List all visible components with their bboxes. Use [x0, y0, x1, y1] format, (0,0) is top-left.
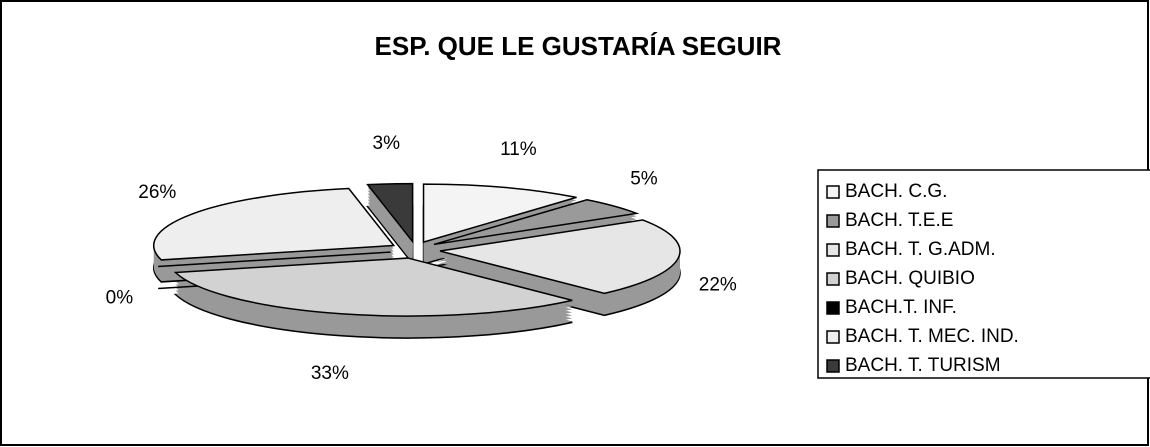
legend-swatch	[826, 330, 840, 344]
slice	[433, 198, 640, 246]
legend-label: BACH. T.E.E	[845, 210, 953, 231]
legend-swatch	[826, 185, 840, 199]
slice	[439, 219, 681, 295]
legend-label: BACH. T. G.ADM.	[845, 239, 996, 260]
legend-swatch	[826, 243, 840, 257]
chart-title: ESP. QUE LE GUSTARÍA SEGUIR	[375, 31, 782, 61]
legend-box	[817, 169, 1150, 379]
data-label: 22%	[699, 274, 737, 295]
legend-swatch	[826, 359, 840, 373]
legend-swatch	[826, 214, 840, 228]
data-label: 26%	[138, 182, 176, 203]
data-label: 3%	[373, 133, 401, 154]
legend-label: BACH.T. INF.	[845, 297, 957, 318]
legend-label: BACH. QUIBIO	[845, 268, 975, 289]
slice	[173, 257, 573, 317]
data-label: 5%	[630, 169, 658, 190]
slice	[422, 183, 577, 244]
slice	[152, 187, 396, 261]
legend-label: BACH. C.G.	[845, 181, 947, 202]
slice	[158, 251, 391, 268]
data-label: 0%	[106, 287, 134, 308]
data-label: 11%	[500, 139, 537, 160]
legend-label: BACH. T. TURISM	[845, 355, 1001, 376]
data-label: 33%	[311, 363, 349, 384]
legend-label: BACH. T. MEC. IND.	[845, 326, 1019, 347]
legend-swatch	[826, 272, 840, 286]
slice	[366, 182, 414, 244]
legend-swatch	[826, 301, 840, 315]
